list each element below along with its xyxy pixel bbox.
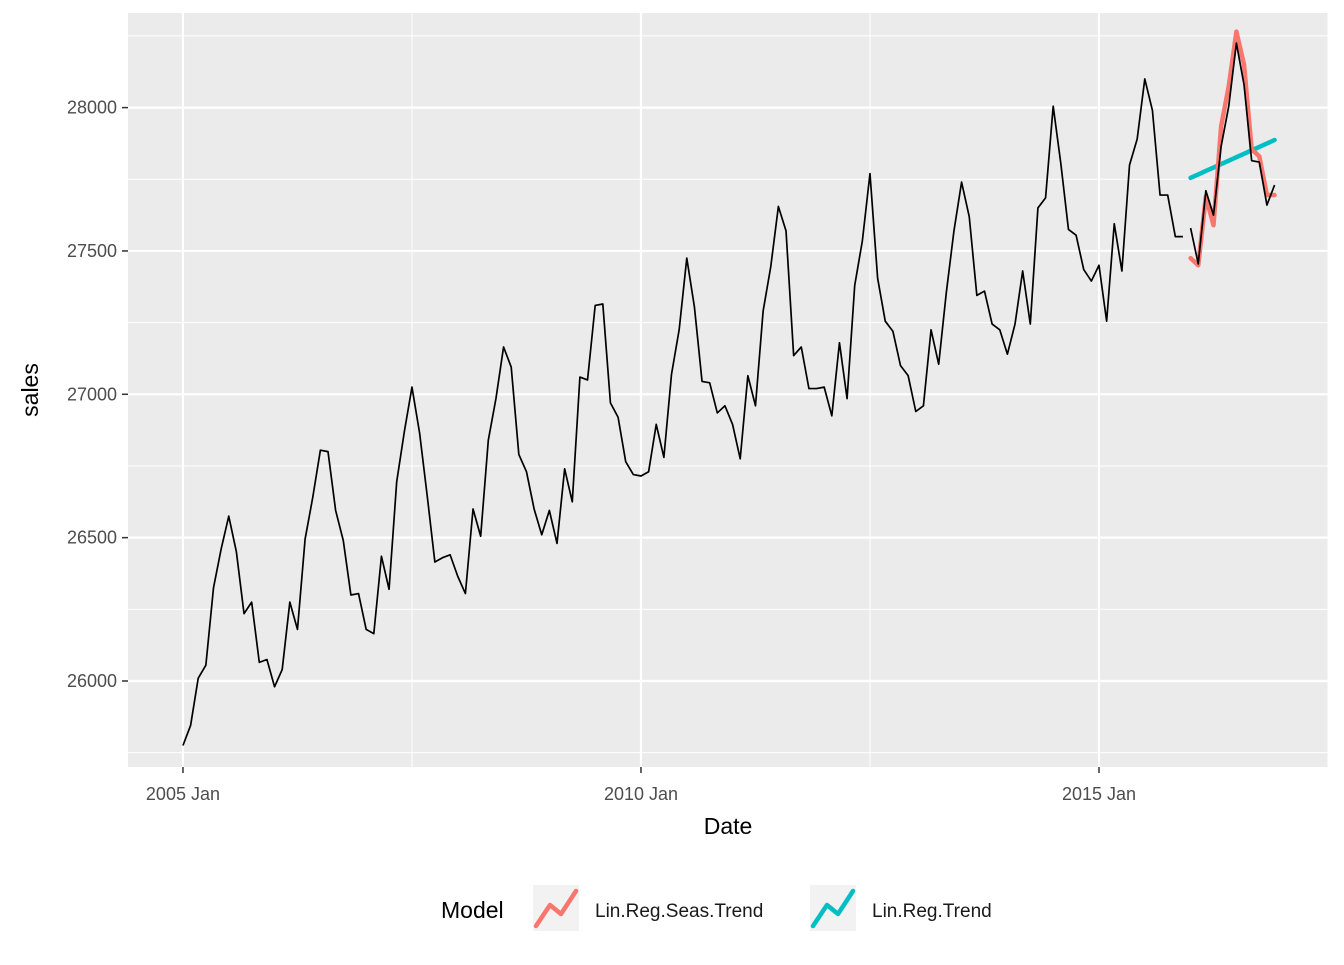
series-layer <box>182 29 1277 746</box>
legend-label-seas-trend: Lin.Reg.Seas.Trend <box>595 901 763 922</box>
major-gridlines <box>128 13 1328 767</box>
x-tick-label: 2010 Jan <box>604 784 678 804</box>
legend-label-trend: Lin.Reg.Trend <box>872 901 992 922</box>
minor-gridlines <box>128 13 1329 767</box>
panel-background <box>128 13 1328 767</box>
series-line-actual <box>182 78 1183 746</box>
x-axis: 2005 Jan 2010 Jan 2015 Jan <box>146 767 1136 804</box>
x-tick-label: 2015 Jan <box>1062 784 1136 804</box>
legend-key-trend <box>810 888 856 929</box>
legend: Model Lin.Reg.Seas.Trend Lin.Reg.Trend <box>441 885 992 931</box>
legend-key-seas-trend <box>533 888 579 929</box>
x-axis-title: Date <box>704 813 753 839</box>
y-tick-label: 27500 <box>67 241 117 261</box>
y-tick-label: 27000 <box>67 384 117 404</box>
series-line-lin-reg-trend <box>1188 137 1277 181</box>
series-line-actual-test <box>1189 42 1276 265</box>
y-tick-label: 26000 <box>67 671 117 691</box>
y-tick-label: 26500 <box>67 528 117 548</box>
x-tick-label: 2005 Jan <box>146 784 220 804</box>
y-axis: 26000 26500 27000 27500 28000 <box>67 98 128 691</box>
y-axis-title: sales <box>17 363 43 417</box>
legend-title: Model <box>441 897 504 923</box>
y-tick-label: 28000 <box>67 98 117 118</box>
